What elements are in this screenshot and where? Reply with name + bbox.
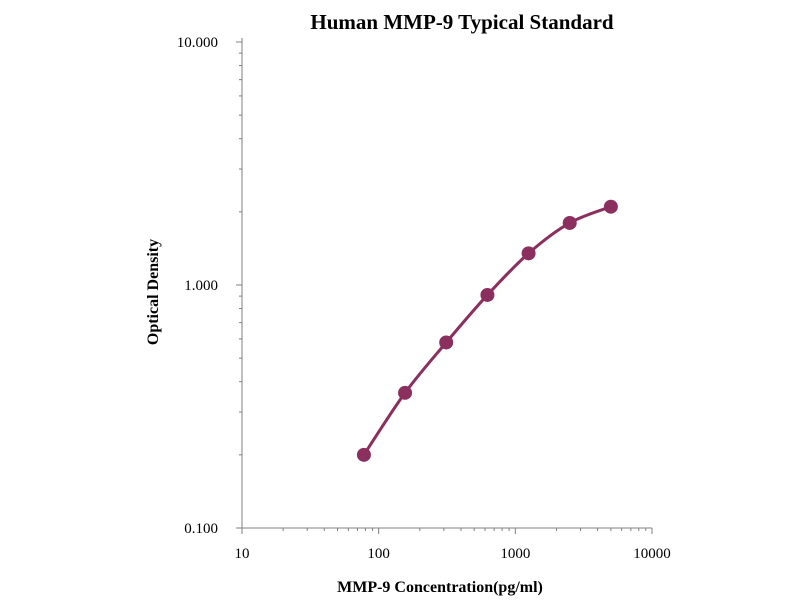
data-point bbox=[439, 335, 454, 350]
x-tick-label: 1000 bbox=[500, 546, 530, 562]
y-tick-label: 1.000 bbox=[184, 278, 218, 294]
x-axis-label: MMP-9 Concentration(pg/ml) bbox=[337, 579, 543, 596]
data-point bbox=[398, 385, 413, 400]
y-tick-label: 0.100 bbox=[184, 521, 218, 537]
data-point bbox=[356, 447, 371, 462]
y-axis-label: Optical Density bbox=[145, 239, 162, 345]
series-line bbox=[362, 205, 613, 457]
data-series bbox=[356, 199, 618, 462]
x-tick-label: 10 bbox=[235, 546, 250, 562]
y-tick-label: 10.000 bbox=[177, 35, 218, 51]
x-tick-label: 10000 bbox=[633, 546, 671, 562]
data-point bbox=[603, 199, 618, 214]
tick-labels: 0.100 1.000 10.000 10 100 1000 10000 bbox=[177, 35, 671, 562]
data-point bbox=[521, 246, 536, 261]
data-point bbox=[480, 287, 495, 302]
x-tick-label: 100 bbox=[367, 546, 390, 562]
data-point bbox=[562, 215, 577, 230]
axes bbox=[236, 38, 653, 534]
chart-title: Human MMP-9 Typical Standard bbox=[310, 10, 613, 34]
